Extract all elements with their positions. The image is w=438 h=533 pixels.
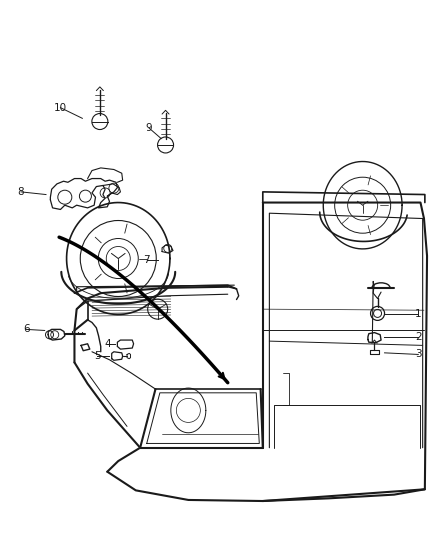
Text: 6: 6 [23, 325, 30, 334]
Text: 2: 2 [415, 332, 422, 342]
Text: 3: 3 [415, 350, 422, 359]
Text: 8: 8 [18, 187, 25, 197]
Text: 1: 1 [415, 310, 422, 319]
Text: 10: 10 [54, 103, 67, 112]
Text: 4: 4 [104, 339, 111, 349]
Text: 5: 5 [94, 351, 101, 361]
Text: 9: 9 [145, 123, 152, 133]
Text: 7: 7 [143, 255, 150, 265]
